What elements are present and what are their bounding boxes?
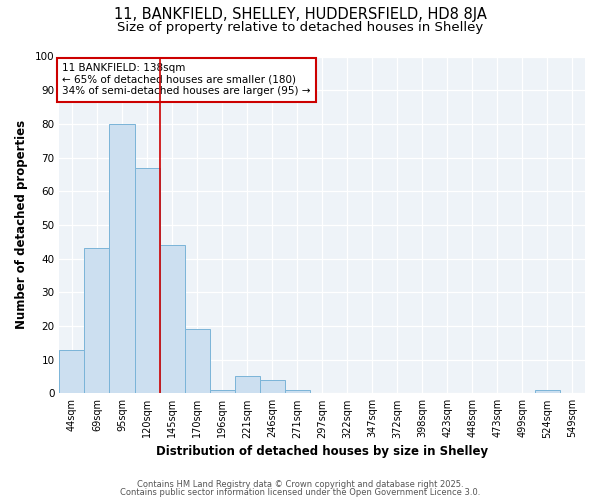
Bar (160, 245, 185, 394)
Text: 11 BANKFIELD: 138sqm
← 65% of detached houses are smaller (180)
34% of semi-deta: 11 BANKFIELD: 138sqm ← 65% of detached h… (62, 63, 311, 96)
Y-axis label: Number of detached properties: Number of detached properties (15, 120, 28, 330)
Bar (235, 376, 260, 394)
Bar (85, 248, 109, 394)
Bar (134, 168, 160, 394)
Bar (109, 124, 134, 394)
Text: Size of property relative to detached houses in Shelley: Size of property relative to detached ho… (117, 21, 483, 34)
Bar (284, 390, 310, 394)
X-axis label: Distribution of detached houses by size in Shelley: Distribution of detached houses by size … (156, 444, 488, 458)
Bar (535, 390, 560, 394)
Text: 11, BANKFIELD, SHELLEY, HUDDERSFIELD, HD8 8JA: 11, BANKFIELD, SHELLEY, HUDDERSFIELD, HD… (113, 8, 487, 22)
Bar (59, 350, 85, 394)
Bar (260, 380, 284, 394)
Bar (185, 330, 209, 394)
Bar (209, 390, 235, 394)
Text: Contains HM Land Registry data © Crown copyright and database right 2025.: Contains HM Land Registry data © Crown c… (137, 480, 463, 489)
Text: Contains public sector information licensed under the Open Government Licence 3.: Contains public sector information licen… (120, 488, 480, 497)
